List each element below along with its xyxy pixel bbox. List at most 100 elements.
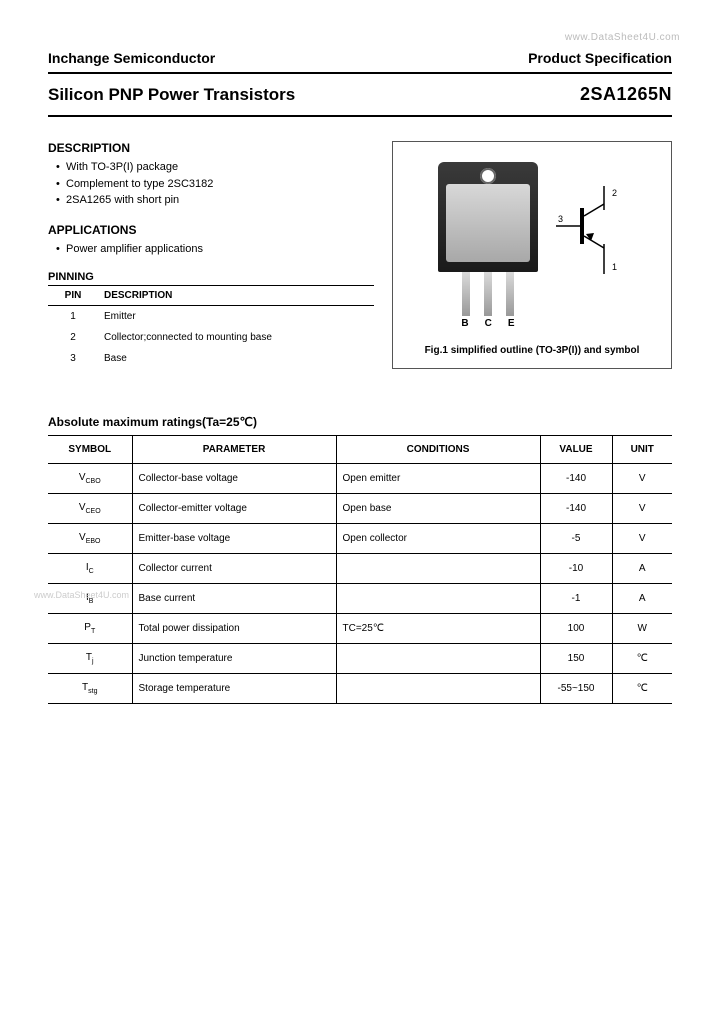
- ratings-heading: Absolute maximum ratings(Ta=25℃): [48, 415, 672, 429]
- ratings-row: TjJunction temperature 150℃: [48, 644, 672, 674]
- applications-list: Power amplifier applications: [48, 241, 374, 258]
- body-row: DESCRIPTION With TO-3P(I) package Comple…: [48, 141, 672, 369]
- ratings-conditions: Open emitter: [336, 464, 540, 494]
- title-row: Silicon PNP Power Transistors 2SA1265N: [48, 78, 672, 109]
- ratings-parameter: Total power dissipation: [132, 614, 336, 644]
- figure-box: B C E 2 3: [392, 141, 672, 369]
- applications-item: Power amplifier applications: [56, 241, 374, 258]
- ratings-symbol: VCBO: [48, 464, 132, 494]
- applications-heading: APPLICATIONS: [48, 223, 374, 237]
- description-item: 2SA1265 with short pin: [56, 192, 374, 209]
- page: Inchange Semiconductor Product Specifica…: [0, 0, 720, 740]
- package-hole: [480, 168, 496, 184]
- description-list: With TO-3P(I) package Complement to type…: [48, 159, 374, 209]
- ratings-value: -10: [540, 554, 612, 584]
- ratings-unit: W: [612, 614, 672, 644]
- ratings-value: -5: [540, 524, 612, 554]
- rule-title-thick: [48, 115, 672, 117]
- pin-label: C: [485, 318, 492, 329]
- pin-icon: [462, 270, 470, 316]
- ratings-parameter: Storage temperature: [132, 674, 336, 704]
- watermark-side: www.DataSheet4U.com: [34, 590, 129, 600]
- pinning-row: 1 Emitter: [48, 306, 374, 328]
- pin-label: E: [508, 318, 515, 329]
- package-front: [446, 184, 530, 262]
- ratings-parameter: Base current: [132, 584, 336, 614]
- watermark-top: www.DataSheet4U.com: [565, 32, 680, 43]
- ratings-parameter: Collector-base voltage: [132, 464, 336, 494]
- pinning-desc: Collector;connected to mounting base: [98, 327, 374, 348]
- pinning-row: 3 Base: [48, 348, 374, 369]
- ratings-conditions: TC=25℃: [336, 614, 540, 644]
- ratings-col-value: VALUE: [540, 436, 612, 464]
- symbol-pin-emitter: 1: [612, 262, 617, 272]
- pin-label: B: [461, 318, 468, 329]
- pinning-heading: PINNING: [48, 271, 374, 283]
- ratings-symbol: VCEO: [48, 494, 132, 524]
- ratings-row: VCEOCollector-emitter voltageOpen base-1…: [48, 494, 672, 524]
- company-name: Inchange Semiconductor: [48, 50, 215, 66]
- ratings-row: ICCollector current-10A: [48, 554, 672, 584]
- ratings-parameter: Collector current: [132, 554, 336, 584]
- ratings-value: 150: [540, 644, 612, 674]
- figure-caption: Fig.1 simplified outline (TO-3P(I)) and …: [403, 345, 661, 356]
- pinning-desc: Emitter: [98, 306, 374, 328]
- symbol-pin-base: 3: [558, 214, 563, 224]
- rule-top-thick: [48, 72, 672, 74]
- ratings-conditions: [336, 584, 540, 614]
- ratings-conditions: [336, 644, 540, 674]
- pinning-pin: 2: [48, 327, 98, 348]
- ratings-row: VCBOCollector-base voltageOpen emitter-1…: [48, 464, 672, 494]
- ratings-symbol: Tstg: [48, 674, 132, 704]
- ratings-col-conditions: CONDITIONS: [336, 436, 540, 464]
- description-item: With TO-3P(I) package: [56, 159, 374, 176]
- ratings-symbol: Tj: [48, 644, 132, 674]
- description-heading: DESCRIPTION: [48, 141, 374, 155]
- ratings-parameter: Collector-emitter voltage: [132, 494, 336, 524]
- ratings-unit: V: [612, 494, 672, 524]
- ratings-col-parameter: PARAMETER: [132, 436, 336, 464]
- header-row: Inchange Semiconductor Product Specifica…: [48, 50, 672, 66]
- ratings-unit: V: [612, 464, 672, 494]
- ratings-conditions: Open base: [336, 494, 540, 524]
- package-body: [438, 162, 538, 272]
- pinning-row: 2 Collector;connected to mounting base: [48, 327, 374, 348]
- pin-icon: [484, 270, 492, 316]
- ratings-value: -55~150: [540, 674, 612, 704]
- pinning-pin: 1: [48, 306, 98, 328]
- pinning-col-pin: PIN: [48, 286, 98, 306]
- ratings-row: VEBOEmitter-base voltageOpen collector-5…: [48, 524, 672, 554]
- left-column: DESCRIPTION With TO-3P(I) package Comple…: [48, 141, 374, 369]
- ratings-parameter: Junction temperature: [132, 644, 336, 674]
- ratings-conditions: [336, 674, 540, 704]
- pinning-table: PIN DESCRIPTION 1 Emitter 2 Collector;co…: [48, 285, 374, 369]
- ratings-unit: ℃: [612, 644, 672, 674]
- ratings-unit: V: [612, 524, 672, 554]
- ratings-unit: ℃: [612, 674, 672, 704]
- symbol-pin-collector: 2: [612, 188, 617, 198]
- pinning-pin: 3: [48, 348, 98, 369]
- ratings-parameter: Emitter-base voltage: [132, 524, 336, 554]
- description-item: Complement to type 2SC3182: [56, 176, 374, 193]
- ratings-value: 100: [540, 614, 612, 644]
- ratings-symbol: PT: [48, 614, 132, 644]
- pinning-desc: Base: [98, 348, 374, 369]
- ratings-row: TstgStorage temperature -55~150℃: [48, 674, 672, 704]
- ratings-value: -1: [540, 584, 612, 614]
- ratings-row: IBBase current-1A: [48, 584, 672, 614]
- product-title: Silicon PNP Power Transistors: [48, 85, 295, 105]
- ratings-row: PTTotal power dissipationTC=25℃100W: [48, 614, 672, 644]
- pin-icon: [506, 270, 514, 316]
- transistor-symbol: 2 3 1: [556, 186, 626, 281]
- package-drawing: B C E: [438, 156, 538, 329]
- pin-labels: B C E: [438, 318, 538, 329]
- ratings-col-symbol: SYMBOL: [48, 436, 132, 464]
- ratings-value: -140: [540, 464, 612, 494]
- ratings-value: -140: [540, 494, 612, 524]
- ratings-conditions: [336, 554, 540, 584]
- part-number: 2SA1265N: [580, 84, 672, 105]
- pinning-col-desc: DESCRIPTION: [98, 286, 374, 306]
- ratings-col-unit: UNIT: [612, 436, 672, 464]
- ratings-conditions: Open collector: [336, 524, 540, 554]
- figure-content: B C E 2 3: [403, 156, 661, 329]
